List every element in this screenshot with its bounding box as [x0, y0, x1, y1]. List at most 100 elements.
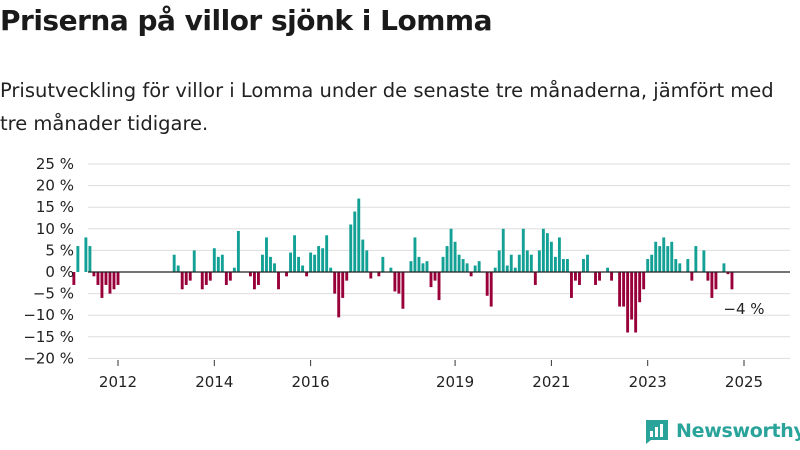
bar — [329, 267, 333, 272]
bar — [365, 250, 369, 272]
bar — [485, 272, 489, 296]
bar — [453, 241, 457, 272]
bar — [381, 256, 385, 272]
bar — [670, 241, 674, 272]
bar — [433, 272, 437, 281]
bar — [216, 256, 220, 272]
bar — [208, 272, 212, 281]
bar — [461, 259, 465, 272]
x-tick-label: 2012 — [99, 373, 137, 391]
bar — [618, 272, 622, 307]
bar — [345, 272, 349, 281]
y-tick-label: 20 % — [36, 177, 74, 195]
bar — [337, 272, 341, 318]
bar — [578, 272, 581, 285]
bar — [638, 272, 642, 303]
bar — [357, 198, 361, 272]
bar — [570, 272, 573, 298]
bar — [220, 254, 224, 272]
bar — [714, 272, 718, 290]
bar — [541, 228, 545, 272]
bar — [421, 263, 425, 272]
bar — [309, 252, 313, 272]
latest-value-label: −4 % — [723, 300, 764, 318]
bar — [269, 256, 272, 272]
bar — [277, 272, 280, 290]
bar — [702, 250, 706, 272]
x-tick-label: 2019 — [436, 373, 474, 391]
brand-name: Newsworthy — [676, 420, 800, 442]
bar — [188, 272, 192, 281]
bar — [353, 211, 357, 272]
bar — [545, 233, 549, 272]
bar — [92, 272, 96, 277]
y-tick-label: 10 % — [36, 220, 74, 238]
bar — [501, 228, 505, 272]
bar — [598, 272, 601, 281]
bar — [212, 248, 216, 272]
bar — [289, 252, 292, 272]
bar — [257, 272, 260, 285]
bar — [449, 228, 453, 272]
bar — [252, 272, 256, 290]
bar — [248, 272, 252, 277]
bar — [393, 272, 397, 292]
bar — [437, 272, 441, 301]
newsworthy-logo: Newsworthy — [644, 418, 800, 444]
x-tick-label: 2025 — [725, 373, 763, 391]
bar — [489, 272, 493, 307]
bar — [557, 237, 561, 272]
bar — [726, 272, 730, 275]
bar — [658, 246, 662, 272]
bar — [465, 263, 469, 272]
bar — [477, 261, 481, 272]
bar — [204, 272, 208, 285]
bar — [662, 237, 666, 272]
bar — [192, 250, 196, 272]
newsworthy-logo-icon — [646, 420, 668, 444]
bar — [341, 272, 345, 298]
y-tick-label: 15 % — [36, 198, 74, 216]
bar — [521, 228, 525, 272]
bar — [610, 272, 614, 281]
bar — [172, 254, 176, 272]
bar — [180, 272, 184, 290]
bar — [525, 250, 529, 272]
bar — [377, 272, 381, 277]
bar — [646, 259, 650, 272]
bar — [634, 272, 638, 333]
bar — [678, 263, 682, 272]
bar — [457, 254, 461, 272]
bar — [626, 272, 630, 333]
bar — [184, 272, 188, 285]
bar — [509, 254, 513, 272]
bar — [397, 272, 401, 294]
bar — [690, 272, 694, 281]
bar — [425, 261, 429, 272]
bar — [261, 254, 264, 272]
bar — [401, 272, 405, 309]
bar — [505, 265, 509, 272]
bar — [116, 272, 120, 285]
bar — [445, 246, 449, 272]
bar — [321, 248, 325, 272]
bar — [674, 259, 678, 272]
bar — [333, 272, 337, 294]
bar — [389, 267, 393, 272]
bar — [285, 272, 288, 277]
bar — [582, 259, 585, 272]
bar — [112, 272, 116, 290]
x-axis-ticks: 2012 2014 2016 2019 2021 2023 2025 — [99, 360, 763, 391]
bar — [409, 261, 413, 272]
bar — [513, 267, 517, 272]
chart-title: Priserna på villor sjönk i Lomma — [0, 4, 492, 37]
bar — [650, 254, 654, 272]
bar — [586, 254, 589, 272]
bar — [533, 272, 537, 285]
bar — [176, 265, 180, 272]
bar — [493, 267, 497, 272]
bar — [88, 246, 92, 272]
y-tick-label: 5 % — [45, 241, 74, 259]
bar — [473, 265, 477, 272]
